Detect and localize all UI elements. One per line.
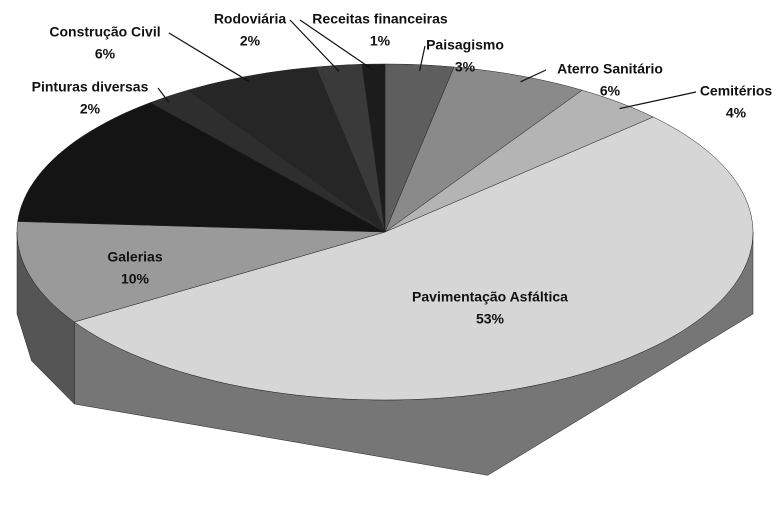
slice-label: Cemitérios: [700, 83, 773, 99]
leader-line: [157, 87, 170, 103]
slice-label: Pinturas diversas: [32, 79, 149, 95]
leader-line: [289, 19, 340, 72]
leader-line: [299, 19, 374, 71]
slice-value: 3%: [455, 59, 476, 75]
slice-value: 53%: [476, 311, 505, 327]
slice-label: Aterro Sanitário: [557, 61, 663, 77]
slice-value: 2%: [80, 101, 101, 117]
slice-label: Receitas financeiras: [312, 11, 448, 27]
slice-value: 4%: [726, 105, 747, 121]
slice-label: Pavimentação Asfáltica: [412, 289, 568, 305]
slice-label: Construção Civil: [49, 24, 160, 40]
pie-slice: [187, 66, 386, 233]
slice-value: 6%: [600, 83, 621, 99]
slice-value: 1%: [370, 33, 391, 49]
pie-slice: [384, 66, 583, 233]
leader-line: [168, 32, 250, 83]
pie-slice: [17, 102, 386, 233]
slice-label: Paisagismo: [426, 37, 504, 53]
leader-line: [619, 91, 697, 110]
pie-slice: [384, 89, 654, 233]
pie-slice: [16, 221, 386, 323]
pie-slice: [73, 116, 754, 401]
pie-slice: [361, 63, 386, 233]
slice-value: 10%: [121, 271, 150, 287]
pie-slice: [384, 63, 455, 233]
leader-line: [520, 69, 547, 83]
slice-label: Galerias: [107, 249, 162, 265]
leader-line: [419, 45, 426, 71]
slice-value: 6%: [95, 46, 116, 62]
slice-value: 2%: [240, 33, 261, 49]
slice-label: Rodoviária: [214, 11, 287, 27]
